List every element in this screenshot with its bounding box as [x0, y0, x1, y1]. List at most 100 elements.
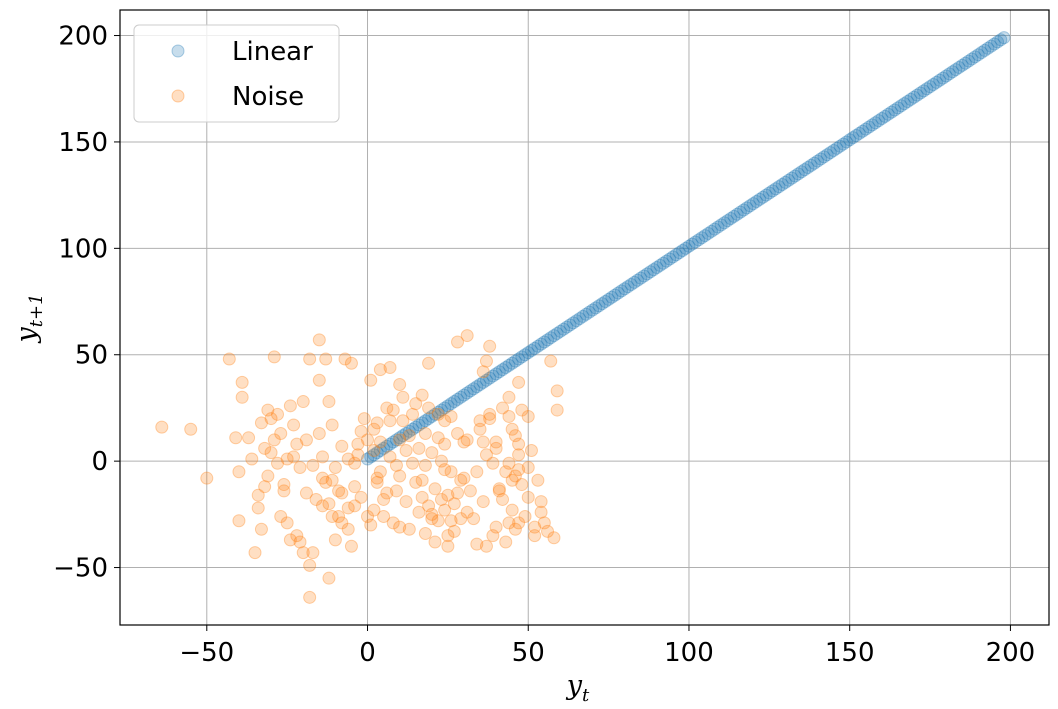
linear-point	[907, 90, 921, 104]
linear-point	[901, 95, 915, 109]
linear-point	[528, 341, 542, 355]
linear-point	[997, 31, 1011, 45]
noise-point	[341, 522, 355, 536]
noise-point	[264, 412, 278, 426]
noise-point	[502, 390, 516, 404]
linear-point	[486, 369, 500, 383]
linear-point	[386, 435, 400, 449]
noise-point	[444, 409, 458, 423]
linear-point	[782, 173, 796, 187]
linear-point	[508, 354, 522, 368]
x-axis-label: yt	[566, 670, 590, 706]
noise-point	[547, 531, 561, 545]
y-ticks: −50 0 50 100 150 200	[53, 22, 120, 584]
noise-point	[293, 461, 307, 475]
linear-point	[566, 316, 580, 330]
noise-point	[470, 465, 484, 479]
linear-point	[991, 35, 1005, 49]
noise-point	[251, 501, 265, 515]
noise-point	[242, 431, 256, 445]
linear-point	[949, 63, 963, 77]
linear-point	[627, 275, 641, 289]
noise-point	[373, 465, 387, 479]
linear-point	[393, 431, 407, 445]
linear-point	[823, 146, 837, 160]
noise-point	[303, 558, 317, 572]
noise-point	[261, 469, 275, 483]
linear-point	[984, 39, 998, 53]
linear-point	[724, 212, 738, 226]
noise-point	[280, 452, 294, 466]
noise-point	[322, 497, 336, 511]
linear-point	[894, 99, 908, 113]
noise-point	[406, 456, 420, 470]
noise-point	[422, 499, 436, 513]
noise-point	[441, 488, 455, 502]
linear-point	[708, 222, 722, 236]
noise-point	[502, 409, 516, 423]
grid-lines	[120, 10, 1049, 625]
noise-point	[476, 435, 490, 449]
noise-point	[386, 516, 400, 530]
linear-point	[422, 412, 436, 426]
noise-point	[528, 529, 542, 543]
linear-point	[637, 269, 651, 283]
linear-point	[856, 124, 870, 138]
noise-point	[267, 433, 281, 447]
noise-point	[277, 478, 291, 492]
linear-point	[679, 241, 693, 255]
noise-point	[296, 546, 310, 560]
legend-marker-linear	[171, 44, 185, 58]
noise-point	[415, 388, 429, 402]
noise-point	[406, 407, 420, 421]
noise-point	[341, 501, 355, 515]
linear-point	[740, 201, 754, 215]
noise-point	[438, 437, 452, 451]
linear-point	[643, 265, 657, 279]
linear-point	[917, 84, 931, 98]
noise-point	[489, 441, 503, 455]
noise-point	[431, 407, 445, 421]
linear-point	[560, 320, 574, 334]
noise-point	[499, 535, 513, 549]
noise-point	[463, 484, 477, 498]
linear-point	[618, 282, 632, 296]
linear-point	[749, 195, 763, 209]
linear-point	[412, 418, 426, 432]
noise-point	[415, 490, 429, 504]
linear-point	[582, 305, 596, 319]
noise-point	[447, 524, 461, 538]
noise-point	[438, 414, 452, 428]
linear-point	[746, 197, 760, 211]
noise-point	[454, 512, 468, 526]
noise-point	[200, 471, 214, 485]
linear-point	[672, 246, 686, 260]
linear-point	[936, 71, 950, 85]
linear-point	[926, 77, 940, 91]
noise-point	[316, 471, 330, 485]
noise-point	[251, 488, 265, 502]
linear-point	[762, 186, 776, 200]
x-tick-label: 0	[359, 638, 376, 668]
noise-point	[402, 522, 416, 536]
noise-point	[479, 539, 493, 553]
linear-point	[753, 192, 767, 206]
linear-point	[737, 203, 751, 217]
linear-point	[791, 167, 805, 181]
linear-point	[785, 171, 799, 185]
linear-point	[952, 60, 966, 74]
linear-point	[611, 286, 625, 300]
noise-point	[479, 354, 493, 368]
noise-point	[389, 458, 403, 472]
noise-point	[412, 505, 426, 519]
linear-point	[891, 101, 905, 115]
noise-point	[512, 463, 526, 477]
noise-point	[344, 539, 358, 553]
linear-point	[454, 390, 468, 404]
linear-point	[640, 267, 654, 281]
legend-box	[133, 24, 340, 123]
linear-point	[502, 358, 516, 372]
noise-point	[383, 361, 397, 375]
linear-point	[698, 229, 712, 243]
noise-point	[425, 507, 439, 521]
